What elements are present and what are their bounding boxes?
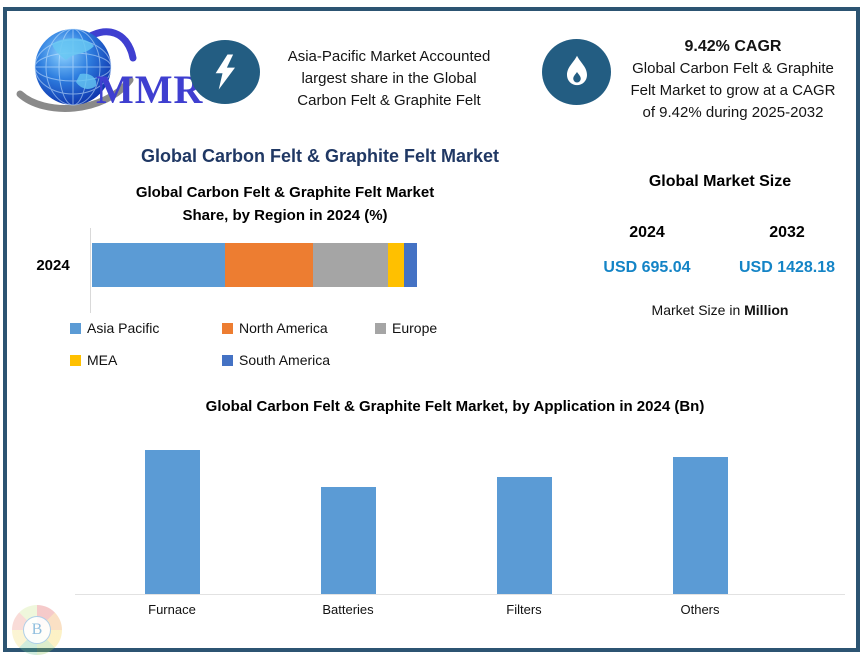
legend-item-south-america: South America	[222, 352, 330, 368]
market-size-unit-note: Market Size in Million	[600, 302, 840, 318]
legend-label: Asia Pacific	[87, 320, 160, 336]
market-size-2032-column: 2032 USD 1428.18	[722, 224, 852, 277]
region-chart-title: Global Carbon Felt & Graphite Felt Marke…	[60, 181, 510, 227]
mmr-logo: MMR	[14, 22, 202, 117]
legend-swatch-icon	[222, 322, 233, 334]
app-bar-batteries	[320, 487, 376, 594]
legend-swatch-icon	[375, 322, 386, 334]
highlight-line: Asia-Pacific Market Accounted	[287, 48, 491, 65]
legend-swatch-icon	[70, 354, 81, 366]
highlight-line: Carbon Felt & Graphite Felt	[297, 92, 481, 109]
application-chart-labels: Furnace Batteries Filters Others	[0, 602, 867, 622]
app-bar-others	[672, 457, 728, 594]
application-chart-title: Global Carbon Felt & Graphite Felt Marke…	[205, 398, 705, 415]
region-chart-y-axis	[90, 228, 91, 313]
highlight-asia-pacific: Asia-Pacific Market Accounted largest sh…	[256, 46, 522, 112]
highlight-line: of 9.42% during 2025-2032	[642, 104, 824, 121]
highlight-line: Global Carbon Felt & Graphite	[632, 60, 834, 77]
flame-badge	[542, 39, 611, 105]
market-size-value-2032: USD 1428.18	[738, 259, 836, 276]
legend-item-asia-pacific: Asia Pacific	[70, 320, 159, 336]
region-chart-title-line2: Share, by Region in 2024 (%)	[182, 207, 388, 224]
unit-note-regular: Market Size in	[651, 302, 745, 318]
legend-item-north-america: North America	[222, 320, 328, 336]
region-chart-title-line1: Global Carbon Felt & Graphite Felt Marke…	[135, 184, 435, 201]
legend-label: MEA	[87, 352, 118, 368]
highlight-line: largest share in the Global	[301, 70, 477, 87]
globe-icon	[16, 28, 137, 112]
app-bar-label-filters: Filters	[506, 602, 542, 617]
legend-item-mea: MEA	[70, 352, 117, 368]
legend-swatch-icon	[222, 354, 233, 366]
highlight-cagr: 9.42% CAGR Global Carbon Felt & Graphite…	[608, 35, 858, 124]
bar-segment-south-america	[404, 243, 417, 287]
bar-segment-asia-pacific	[92, 243, 226, 287]
lightning-badge	[190, 40, 260, 104]
cagr-value: 9.42% CAGR	[684, 38, 782, 55]
bar-segment-mea	[387, 243, 404, 287]
legend-item-europe: Europe	[375, 320, 437, 336]
application-chart-x-axis	[75, 594, 845, 595]
flame-icon	[566, 55, 587, 86]
market-size-year-2032: 2032	[769, 224, 805, 241]
page-title: Global Carbon Felt & Graphite Felt Marke…	[140, 146, 500, 166]
market-size-value-2024: USD 695.04	[603, 259, 691, 276]
application-bar-chart	[0, 450, 867, 594]
region-stacked-bar	[92, 243, 417, 287]
app-bar-label-furnace: Furnace	[148, 602, 196, 617]
legend-label: Europe	[392, 320, 438, 336]
market-size-year-2024: 2024	[629, 224, 665, 241]
legend-label: North America	[239, 320, 328, 336]
app-bar-filters	[496, 477, 552, 594]
market-size-2024-column: 2024 USD 695.04	[582, 224, 712, 277]
legend-label: South America	[239, 352, 331, 368]
watermark-letter: B	[23, 616, 51, 644]
market-size-title: Global Market Size	[648, 173, 792, 190]
logo-text: MMR	[96, 67, 204, 112]
region-chart-category-label: 2024	[36, 257, 70, 274]
lightning-icon	[215, 54, 235, 90]
unit-note-bold: Million	[744, 302, 789, 318]
aperture-watermark-icon: B	[12, 605, 62, 655]
bar-segment-europe	[313, 243, 388, 287]
highlight-line: Felt Market to grow at a CAGR	[630, 82, 836, 99]
app-bar-furnace	[144, 450, 200, 594]
app-bar-label-batteries: Batteries	[322, 602, 374, 617]
legend-swatch-icon	[70, 322, 81, 334]
app-bar-label-others: Others	[680, 602, 720, 617]
bar-segment-north-america	[225, 243, 313, 287]
